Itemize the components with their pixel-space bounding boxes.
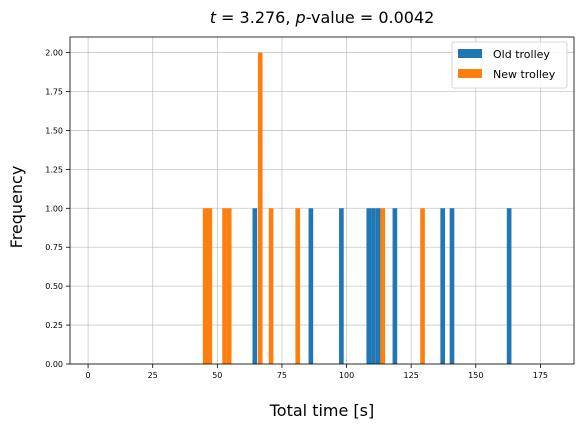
bar-old-trolley xyxy=(392,208,398,364)
x-tick-label: 175 xyxy=(533,371,548,380)
bar-new-trolley xyxy=(207,208,213,364)
x-axis-ticks: 0 25 50 75 100 125 150 175 xyxy=(86,364,548,380)
bar-old-trolley xyxy=(449,208,455,364)
legend-label-old-trolley: Old trolley xyxy=(493,48,550,61)
bar-new-trolley xyxy=(380,208,386,364)
bars-layer xyxy=(202,52,512,364)
bar-new-trolley xyxy=(257,52,263,364)
legend-swatch-old-trolley xyxy=(458,49,482,58)
bar-new-trolley xyxy=(420,208,425,364)
x-tick-label: 150 xyxy=(468,371,483,380)
y-axis-ticks: 0.00 0.25 0.50 0.75 1.00 1.25 1.50 1.75 2.00 xyxy=(45,49,70,369)
legend-label-new-trolley: New trolley xyxy=(493,68,556,81)
bar-new-trolley xyxy=(222,208,227,364)
bar-new-trolley xyxy=(202,208,208,364)
bar-old-trolley xyxy=(366,208,372,364)
bar-old-trolley xyxy=(308,208,314,364)
y-tick-label: 2.00 xyxy=(45,49,63,58)
y-tick-label: 1.25 xyxy=(45,165,63,174)
x-tick-label: 100 xyxy=(339,371,354,380)
x-axis-label: Total time [s] xyxy=(269,401,375,420)
bar-old-trolley xyxy=(375,208,381,364)
y-tick-label: 0.75 xyxy=(45,243,63,252)
x-tick-label: 50 xyxy=(212,371,222,380)
title-p-rest: -value = 0.0042 xyxy=(306,8,435,27)
title-t-value: = 3.276, xyxy=(216,8,296,27)
legend-swatch-new-trolley xyxy=(458,69,482,78)
bar-new-trolley xyxy=(226,208,232,364)
title-t-symbol: t xyxy=(210,8,217,27)
x-tick-label: 125 xyxy=(404,371,419,380)
plot-frame xyxy=(69,36,575,365)
x-tick-label: 0 xyxy=(86,371,91,380)
bar-old-trolley xyxy=(506,208,512,364)
y-tick-label: 0.25 xyxy=(45,321,63,330)
bar-old-trolley xyxy=(440,208,446,364)
y-tick-label: 1.00 xyxy=(45,204,63,213)
y-tick-label: 1.75 xyxy=(45,88,63,97)
bar-new-trolley xyxy=(295,208,301,364)
y-axis-label: Frequency xyxy=(7,166,26,249)
x-tick-label: 75 xyxy=(277,371,287,380)
bar-new-trolley xyxy=(268,208,274,364)
bar-old-trolley xyxy=(371,208,376,364)
grid-lines xyxy=(70,37,574,365)
bar-old-trolley xyxy=(339,208,344,364)
chart-title: t = 3.276, p-value = 0.0042 xyxy=(210,8,435,27)
x-tick-label: 25 xyxy=(148,371,158,380)
y-tick-label: 1.50 xyxy=(45,126,63,135)
y-tick-label: 0.00 xyxy=(45,360,63,369)
title-p-symbol: p xyxy=(295,8,306,27)
legend: Old trolley New trolley xyxy=(451,41,568,89)
bar-old-trolley xyxy=(252,208,258,364)
y-tick-label: 0.50 xyxy=(45,282,63,291)
